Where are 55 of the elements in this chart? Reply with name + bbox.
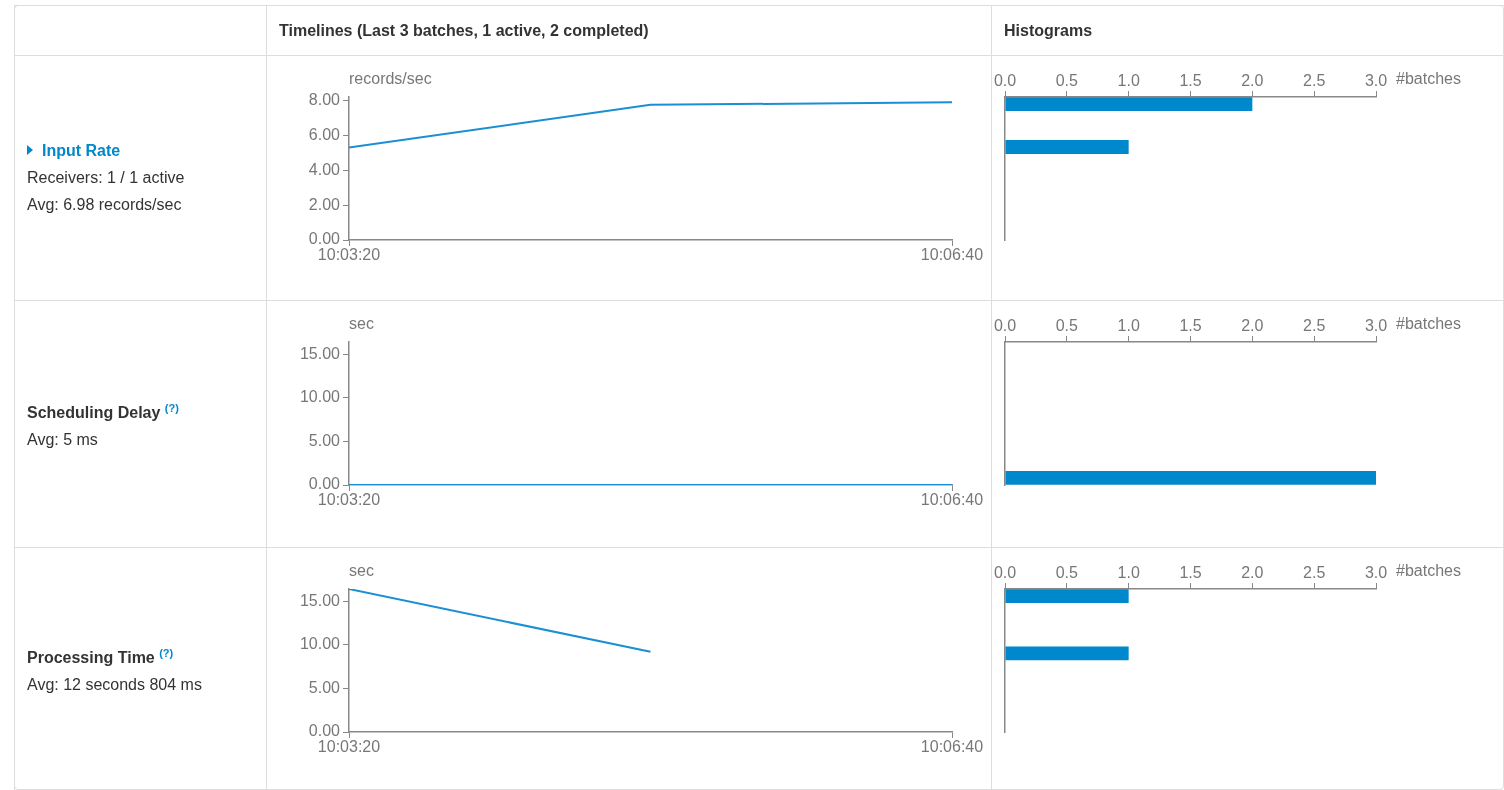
y-axis-title: sec [349, 562, 374, 579]
text: Input Rate [42, 142, 121, 159]
text: Receivers: 1 / 1 active [27, 168, 185, 188]
x-tick-label: 10:06:40 [920, 738, 984, 756]
y-tick-label: 5.00 [308, 431, 341, 449]
x-tick-label: 0.0 [993, 563, 1017, 581]
x-tick-label: 2.0 [1241, 316, 1264, 334]
x-tick-label: 2.0 [1241, 71, 1264, 89]
y-tick-label: 0.00 [308, 722, 341, 740]
y-tick-label: 5.00 [308, 678, 341, 696]
x-tick-label: 1.5 [1179, 316, 1202, 334]
y-tick-label: 8.00 [308, 90, 341, 108]
text: Processing Time $^{(?)}$ [27, 646, 174, 666]
x-tick-label: 10:06:40 [920, 491, 984, 509]
y-tick-label: 0.00 [308, 475, 341, 493]
x-tick-label: 10:03:20 [317, 491, 381, 509]
x-tick-label: 3.0 [1364, 563, 1388, 581]
y-axis-title: sec [349, 315, 374, 332]
x-tick-label: 1.0 [1117, 316, 1140, 334]
y-tick-label: 10.00 [299, 388, 341, 406]
y-tick-label: 6.00 [308, 125, 341, 143]
text: Scheduling Delay $^{(?)}$ [27, 401, 179, 421]
x-tick-label: 1.5 [1179, 563, 1202, 581]
x-tick-label: 10:03:20 [317, 246, 381, 264]
text: Avg: 5 ms [27, 429, 99, 450]
x-tick-label: 0.0 [993, 71, 1017, 89]
x-axis-title: #batches [1396, 70, 1461, 87]
text: Avg: 6.98 records/sec [27, 195, 183, 215]
x-tick-label: 1.0 [1117, 71, 1140, 89]
x-tick-label: 3.0 [1364, 71, 1388, 89]
y-tick-label: 0.00 [308, 230, 341, 248]
y-axis-title: records/sec [349, 70, 432, 87]
x-tick-label: 10:03:20 [317, 738, 381, 756]
y-tick-label: 10.00 [299, 635, 341, 653]
x-tick-label: 2.5 [1303, 71, 1326, 89]
x-tick-label: 0.0 [993, 316, 1017, 334]
x-tick-label: 2.0 [1241, 563, 1264, 581]
y-tick-label: 4.00 [308, 160, 341, 178]
x-tick-label: 0.5 [1055, 71, 1079, 89]
x-tick-label: 2.5 [1303, 316, 1326, 334]
x-tick-label: 0.5 [1055, 563, 1079, 581]
x-tick-label: 0.5 [1055, 316, 1079, 334]
x-tick-label: 1.5 [1179, 71, 1202, 89]
x-tick-label: 3.0 [1364, 316, 1388, 334]
x-tick-label: 1.0 [1117, 563, 1140, 581]
x-axis-title: #batches [1396, 315, 1461, 332]
chart-title: Timelines (Last 3 batches, 1 active, 2 completed) [267, 6, 991, 56]
x-tick-label: 10:06:40 [920, 246, 984, 264]
x-tick-label: 2.5 [1303, 563, 1326, 581]
y-tick-label: 2.00 [308, 195, 341, 213]
chart-title: Histograms [992, 6, 1504, 56]
y-tick-label: 15.00 [299, 344, 341, 362]
text: Avg: 12 seconds 804 ms [27, 674, 202, 695]
x-axis-title: #batches [1396, 562, 1461, 579]
y-tick-label: 15.00 [299, 591, 341, 609]
